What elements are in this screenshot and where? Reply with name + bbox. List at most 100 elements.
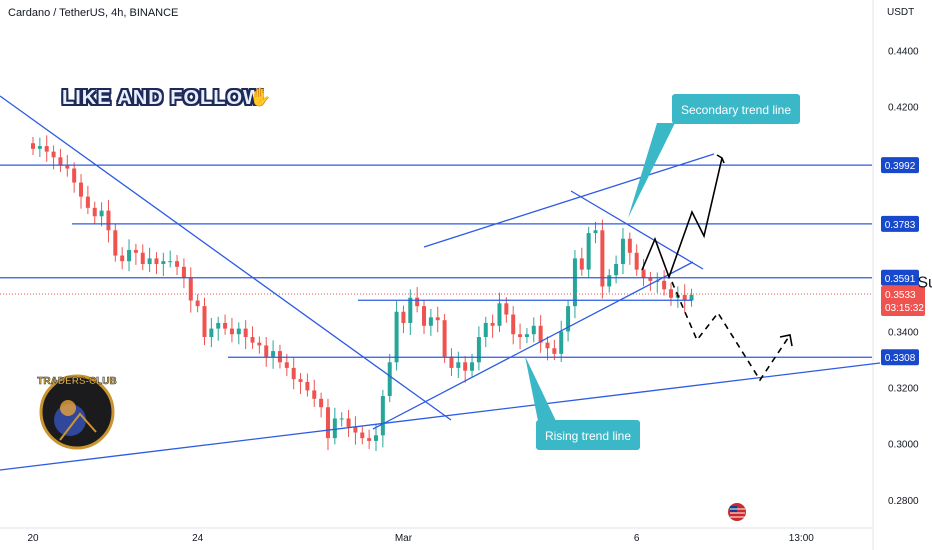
- candle-body: [188, 278, 193, 301]
- candle-body: [147, 258, 152, 264]
- candle-body: [229, 328, 234, 335]
- callout-box: [536, 420, 640, 450]
- x-tick-label: Mar: [395, 533, 413, 544]
- candle-body: [257, 342, 262, 346]
- candle-body: [470, 362, 475, 371]
- current-price-tag: [881, 286, 925, 317]
- candle-body: [401, 311, 406, 323]
- candle-body: [524, 334, 529, 338]
- candle-body: [360, 432, 365, 439]
- candle-body: [346, 418, 351, 427]
- candle-body: [641, 269, 646, 279]
- price-level-label: 0.3308: [885, 353, 916, 364]
- callout-box: [672, 94, 800, 124]
- candle-body: [325, 407, 330, 439]
- candle-body: [511, 314, 516, 335]
- candle-body: [175, 261, 180, 267]
- x-tick-label: 13:00: [789, 533, 814, 544]
- candle-body: [332, 418, 337, 439]
- candle-body: [127, 249, 132, 262]
- trend-line: [0, 362, 881, 471]
- candle-body: [435, 317, 440, 321]
- candle-body: [79, 182, 84, 197]
- candle-body: [545, 342, 550, 349]
- candle-body: [662, 280, 667, 290]
- candle-body: [394, 311, 399, 363]
- chart-title: Cardano / TetherUS, 4h, BINANCE: [8, 7, 179, 19]
- candle-body: [463, 362, 468, 371]
- candle-body: [223, 322, 228, 329]
- candle-body: [380, 396, 385, 436]
- current-price-label: 0.3533: [885, 290, 916, 301]
- like-follow-banner: LIKE AND FOLLOW: [62, 87, 263, 109]
- y-tick-label: 0.2800: [888, 496, 919, 507]
- candle-body: [236, 328, 241, 335]
- candle-body: [120, 255, 125, 262]
- us-flag-icon: [728, 503, 746, 521]
- trend-line: [372, 261, 694, 430]
- trend-line: [423, 153, 715, 248]
- price-level-tag: [881, 269, 919, 286]
- candle-body: [456, 362, 461, 368]
- candle-body: [483, 322, 488, 338]
- candle-body: [202, 306, 207, 338]
- candle-body: [449, 356, 454, 368]
- candle-body: [538, 325, 543, 343]
- candle-body: [415, 297, 420, 307]
- candle-body: [37, 146, 42, 149]
- candle-body: [607, 275, 612, 287]
- traders-club-logo: TRADERS-CLUB: [37, 374, 117, 450]
- candle-body: [140, 252, 145, 264]
- candle-body: [31, 143, 35, 149]
- candle-body: [442, 320, 447, 357]
- candle-body: [634, 252, 639, 270]
- candle-body: [367, 438, 372, 441]
- candle-body: [387, 362, 392, 396]
- candle-body: [44, 146, 49, 152]
- candle-body: [58, 157, 63, 166]
- candle-body: [408, 297, 413, 323]
- callout-pointer: [628, 123, 675, 218]
- candle-body: [518, 334, 523, 338]
- candle-body: [668, 289, 673, 298]
- candle-body: [552, 348, 557, 354]
- arrow-head: [716, 154, 725, 164]
- price-level-tag: [881, 157, 919, 174]
- candle-body: [298, 379, 303, 382]
- candle-body: [133, 249, 138, 253]
- candle-body: [476, 337, 481, 363]
- candle-body: [579, 258, 584, 270]
- candle-body: [319, 398, 324, 408]
- candle-body: [339, 418, 344, 420]
- countdown-label: 03:15:32: [885, 303, 924, 314]
- candle-body: [422, 306, 427, 326]
- candle-body: [250, 337, 255, 343]
- candle-body: [85, 196, 90, 208]
- callout-text: Secondary trend line: [681, 103, 791, 117]
- candle-body: [99, 210, 104, 217]
- candle-body: [271, 351, 276, 357]
- candle-body: [497, 303, 502, 326]
- y-tick-label: 0.3000: [888, 440, 919, 451]
- candle-body: [689, 294, 694, 301]
- candle-body: [284, 362, 289, 368]
- candle-body: [682, 294, 687, 301]
- candle-body: [531, 325, 536, 335]
- y-tick-label: 0.4400: [888, 47, 919, 58]
- callout-text: Rising trend line: [545, 429, 631, 443]
- candle-body: [92, 207, 97, 217]
- candle-body: [586, 233, 591, 270]
- candle-body: [216, 322, 221, 329]
- price-level-tag: [881, 349, 919, 366]
- candle-body: [600, 230, 605, 287]
- currency-label: USDT: [887, 7, 915, 18]
- logo-text: TRADERS-CLUB: [37, 376, 116, 387]
- candle-body: [168, 261, 173, 263]
- candle-body: [648, 278, 653, 281]
- price-level-label: 0.3992: [885, 161, 916, 172]
- y-tick-label: 0.3400: [888, 327, 919, 338]
- candle-body: [209, 328, 214, 338]
- bullish-projection: [641, 157, 723, 280]
- candle-body: [291, 367, 296, 380]
